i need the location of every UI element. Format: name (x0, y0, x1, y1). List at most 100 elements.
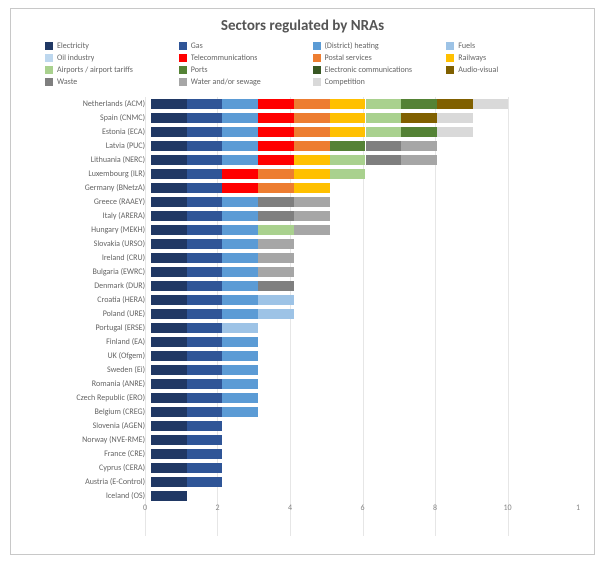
bar-track (151, 127, 580, 137)
bar-segment (330, 127, 366, 137)
y-axis-label: Estonia (ECA) (25, 127, 151, 137)
bar-segment (401, 99, 437, 109)
bar-segment (151, 127, 187, 137)
bar-track (151, 295, 580, 305)
y-axis-label: Norway (NVE-RME) (25, 435, 151, 445)
bar-segment (258, 253, 294, 263)
bar-segment (151, 351, 187, 361)
bar-segment (151, 183, 187, 193)
bar-segment (222, 379, 258, 389)
bar-segment (330, 169, 366, 179)
bar-segment (151, 449, 187, 459)
chart-title: Sectors regulated by NRAs (25, 17, 580, 35)
legend-item: Oil industry (45, 53, 179, 63)
legend-item: Electricity (45, 41, 179, 51)
bar-segment (258, 99, 294, 109)
bar-segment (151, 463, 187, 473)
y-axis-label: Belgium (CREG) (25, 407, 151, 417)
legend-swatch (179, 42, 187, 50)
bar-segment (222, 323, 258, 333)
bar-segment (401, 127, 437, 137)
bar-segment (187, 435, 223, 445)
bar-segment (151, 295, 187, 305)
y-axis-label: Lithuania (NERC) (25, 155, 151, 165)
bar-segment (473, 99, 509, 109)
bar-segment (187, 225, 223, 235)
bar-segment (366, 113, 402, 123)
bar-segment (151, 197, 187, 207)
legend-label: Audio-visual (458, 65, 498, 75)
chart-row: Cyprus (CERA) (25, 461, 580, 475)
y-axis-label: Austria (E-Control) (25, 477, 151, 487)
bar-segment (294, 99, 330, 109)
bar-segment (222, 225, 258, 235)
bar-segment (366, 127, 402, 137)
bar-segment (151, 253, 187, 263)
bar-segment (222, 351, 258, 361)
bar-segment (222, 295, 258, 305)
bar-segment (222, 407, 258, 417)
legend-item: (District) heating (313, 41, 447, 51)
legend-swatch (179, 66, 187, 74)
bar-segment (187, 295, 223, 305)
bar-segment (222, 253, 258, 263)
bar-segment (222, 281, 258, 291)
bar-segment (222, 169, 258, 179)
bar-segment (187, 309, 223, 319)
x-axis: 024681012 (145, 503, 580, 517)
legend: ElectricityGas(District) heatingFuelsOil… (45, 41, 580, 89)
legend-swatch (313, 66, 321, 74)
bar-segment (187, 127, 223, 137)
bar-segment (222, 155, 258, 165)
bar-track (151, 477, 580, 487)
legend-label: Telecommunications (191, 53, 258, 63)
legend-label: Railways (458, 53, 486, 63)
legend-swatch (179, 54, 187, 62)
legend-item: Postal services (313, 53, 447, 63)
chart-row: France (CRE) (25, 447, 580, 461)
legend-label: Electricity (57, 41, 89, 51)
y-axis-label: Czech Republic (ERO) (25, 393, 151, 403)
legend-item: Ports (179, 65, 313, 75)
bar-segment (330, 99, 366, 109)
bar-segment (151, 281, 187, 291)
chart-row: Belgium (CREG) (25, 405, 580, 419)
bar-segment (151, 141, 187, 151)
bar-segment (258, 169, 294, 179)
bar-track (151, 491, 580, 501)
bar-segment (222, 183, 258, 193)
bar-segment (151, 323, 187, 333)
y-axis-label: Croatia (HERA) (25, 295, 151, 305)
bar-segment (401, 155, 437, 165)
bar-segment (187, 365, 223, 375)
bar-segment (222, 337, 258, 347)
bar-segment (151, 407, 187, 417)
legend-label: (District) heating (325, 41, 379, 51)
legend-swatch (313, 42, 321, 50)
bar-segment (258, 267, 294, 277)
bar-segment (187, 169, 223, 179)
y-axis-label: Netherlands (ACM) (25, 99, 151, 109)
bar-track (151, 463, 580, 473)
bar-track (151, 253, 580, 263)
bar-track (151, 211, 580, 221)
chart-row: Hungary (MEKH) (25, 223, 580, 237)
bar-segment (258, 281, 294, 291)
bar-segment (294, 141, 330, 151)
bar-segment (222, 113, 258, 123)
bar-segment (187, 393, 223, 403)
bar-segment (330, 155, 366, 165)
bar-track (151, 323, 580, 333)
legend-swatch (313, 54, 321, 62)
bar-track (151, 379, 580, 389)
legend-label: Postal services (325, 53, 372, 63)
bar-segment (187, 323, 223, 333)
bar-track (151, 337, 580, 347)
bar-segment (258, 127, 294, 137)
bar-segment (222, 239, 258, 249)
y-axis-label: Luxembourg (ILR) (25, 169, 151, 179)
y-axis-label: Hungary (MEKH) (25, 225, 151, 235)
bar-segment (437, 99, 473, 109)
bar-segment (222, 309, 258, 319)
bar-segment (222, 365, 258, 375)
